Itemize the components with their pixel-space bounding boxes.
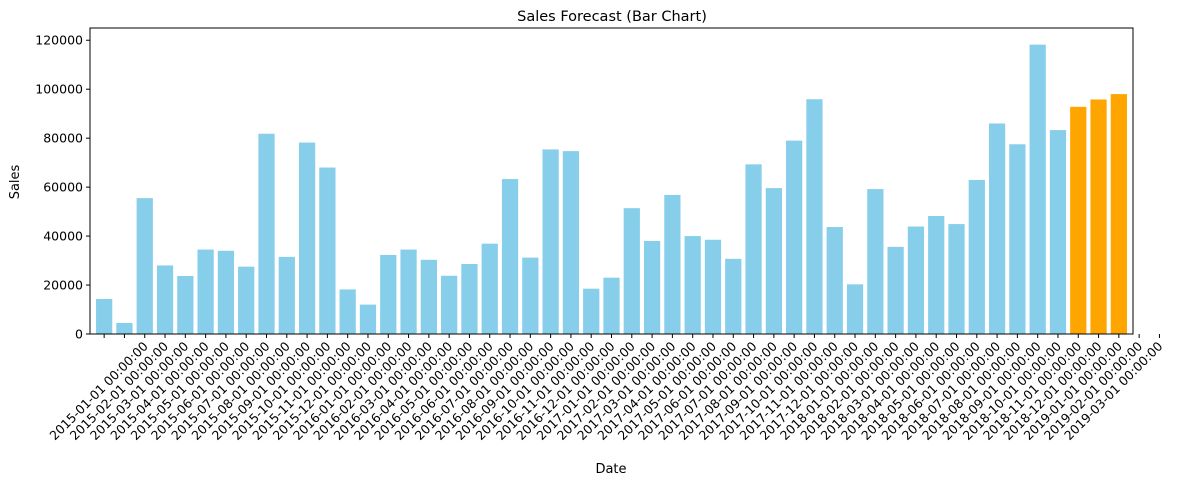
sales-bar <box>968 180 985 334</box>
sales-bar <box>562 151 580 334</box>
sales-bar <box>461 263 478 334</box>
sales-bar <box>339 289 356 334</box>
sales-bar <box>867 189 884 334</box>
sales-bar <box>156 265 174 334</box>
sales-bar <box>907 226 925 334</box>
y-tick-label: 40000 <box>43 229 83 244</box>
sales-bar <box>846 284 864 334</box>
sales-bar <box>481 243 498 334</box>
y-axis-label: Sales <box>8 164 23 199</box>
y-tick-label: 60000 <box>43 180 83 195</box>
sales-bar <box>522 257 539 334</box>
sales-bar <box>948 224 965 334</box>
sales-bar <box>786 140 803 334</box>
sales-bar <box>380 254 397 334</box>
sales-bar <box>725 258 742 334</box>
y-axis-ticks: 0 20000 40000 60000 80000 100000 120000 <box>35 33 90 342</box>
sales-bar <box>258 133 275 334</box>
sales-bar <box>319 167 336 334</box>
sales-bar <box>116 322 133 334</box>
sales-bar <box>278 256 295 334</box>
bars-group <box>96 44 1127 335</box>
sales-bar <box>501 179 519 334</box>
sales-bar <box>96 298 113 334</box>
plot-frame <box>89 27 1134 335</box>
sales-bar <box>988 123 1006 334</box>
sales-bar <box>745 164 762 334</box>
sales-bar <box>197 249 214 334</box>
sales-bar <box>704 239 722 334</box>
sales-bar <box>684 236 701 334</box>
sales-bar <box>136 198 153 334</box>
sales-bar <box>643 240 661 334</box>
y-tick-label: 0 <box>75 327 83 342</box>
y-tick-label: 100000 <box>35 82 83 97</box>
sales-bar <box>441 275 458 334</box>
sales-bar <box>400 249 417 334</box>
sales-bar <box>217 250 235 334</box>
sales-bar <box>806 99 823 335</box>
chart-title: Sales Forecast (Bar Chart) <box>517 9 707 25</box>
sales-bar <box>1049 130 1067 334</box>
sales-bar <box>1009 144 1026 334</box>
sales-bar <box>298 142 316 334</box>
y-tick-label: 20000 <box>43 278 83 293</box>
sales-bar <box>765 188 782 334</box>
forecast-bar <box>1090 99 1107 334</box>
sales-bar <box>826 227 843 334</box>
sales-bar <box>928 216 945 334</box>
sales-bar <box>623 208 640 334</box>
sales-bar <box>887 246 904 334</box>
y-tick-label: 80000 <box>43 131 83 146</box>
forecast-bar <box>1070 106 1087 334</box>
sales-bar <box>664 194 681 334</box>
sales-bar <box>359 304 377 334</box>
sales-bar <box>583 288 600 334</box>
sales-bar <box>177 275 194 334</box>
sales-bar <box>542 149 559 334</box>
forecast-bar <box>1110 94 1127 334</box>
sales-bar <box>238 266 255 334</box>
sales-bar <box>603 277 620 334</box>
sales-bar <box>420 259 437 334</box>
x-axis-label: Date <box>595 462 626 477</box>
sales-bar <box>1029 44 1046 335</box>
y-tick-label: 120000 <box>35 33 83 48</box>
